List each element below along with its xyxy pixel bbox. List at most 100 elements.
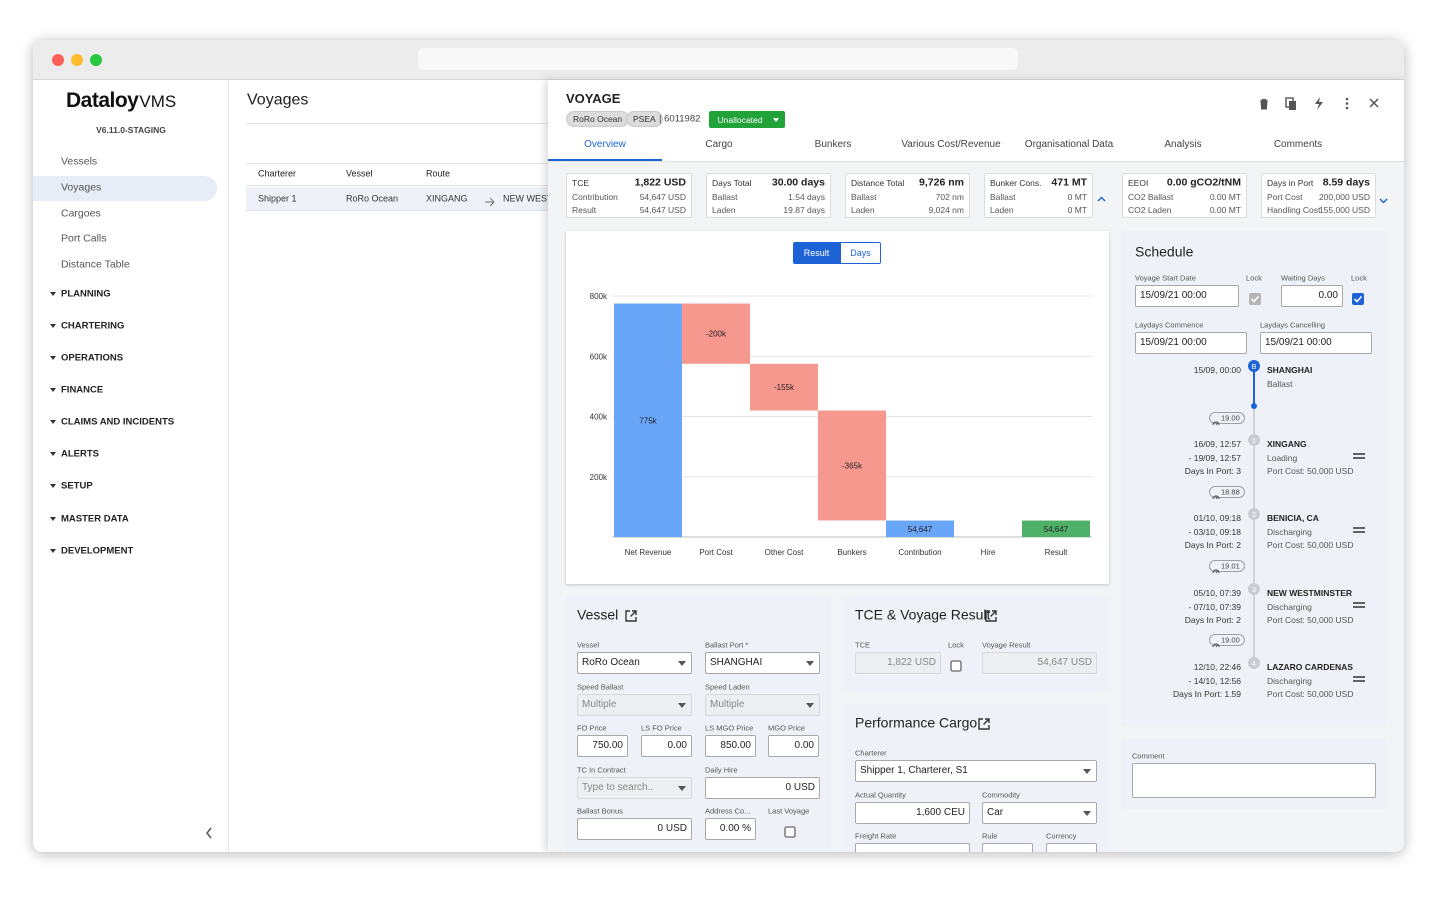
collapse-button[interactable] xyxy=(205,826,213,839)
drag-handle-svg xyxy=(1353,527,1365,533)
speed-icon-svg xyxy=(1212,569,1220,574)
drag-handle[interactable] xyxy=(1353,520,1365,533)
nav-item[interactable]: Cargoes xyxy=(61,207,101,220)
input[interactable] xyxy=(1135,332,1247,354)
stop-port: XINGANG xyxy=(1267,438,1307,449)
input[interactable] xyxy=(982,802,1097,824)
collapse-kpis[interactable] xyxy=(1097,189,1106,202)
kpi-row-label: Handling Cost xyxy=(1267,204,1321,215)
drag-handle[interactable] xyxy=(1353,669,1365,682)
checkbox[interactable] xyxy=(784,825,796,838)
tab-border xyxy=(548,161,1404,162)
nav-section[interactable]: CHARTERING xyxy=(61,320,125,332)
input[interactable] xyxy=(768,735,819,757)
disabled-input[interactable] xyxy=(577,777,692,799)
nav-section[interactable]: FINANCE xyxy=(61,384,104,396)
stop-time: - 07/10, 07:39 xyxy=(1188,601,1241,612)
kpi-row-label: Result xyxy=(572,204,597,215)
tab[interactable]: Various Cost/Revenue xyxy=(901,139,1001,150)
input-value: 0.00 xyxy=(1318,290,1338,301)
input[interactable] xyxy=(855,802,970,824)
input[interactable] xyxy=(705,777,820,799)
table-row[interactable] xyxy=(246,187,548,211)
checkbox[interactable] xyxy=(1352,292,1364,305)
input[interactable] xyxy=(705,818,756,840)
input[interactable] xyxy=(705,652,820,674)
checkbox-svg xyxy=(1249,293,1261,305)
value-label: -155k xyxy=(774,383,795,392)
disabled-input[interactable] xyxy=(855,652,941,674)
tab[interactable]: Overview xyxy=(584,139,626,150)
input[interactable] xyxy=(855,843,970,852)
speed-icon xyxy=(1212,488,1220,500)
caret xyxy=(1083,769,1091,774)
stop-detail: Discharging xyxy=(1267,526,1312,537)
open-link[interactable] xyxy=(978,717,990,730)
input[interactable] xyxy=(705,735,756,757)
checkbox[interactable] xyxy=(1249,292,1261,305)
input-value: 0 USD xyxy=(785,782,815,793)
input-value: 1,600 CEU xyxy=(916,807,965,818)
input-value: Car xyxy=(987,807,1004,818)
tab[interactable]: Organisational Data xyxy=(1024,139,1114,150)
stop-port: SHANGHAI xyxy=(1267,364,1313,375)
more-button[interactable] xyxy=(1341,97,1353,110)
delete-button[interactable] xyxy=(1258,97,1270,110)
drag-handle[interactable] xyxy=(1353,595,1365,608)
kpi-row-label: Laden xyxy=(851,204,875,215)
disabled-input[interactable] xyxy=(982,652,1097,674)
speed-icon xyxy=(1212,562,1220,574)
action-button[interactable] xyxy=(1313,97,1325,110)
input[interactable] xyxy=(1281,285,1343,307)
input[interactable] xyxy=(1260,332,1372,354)
tab[interactable]: Bunkers xyxy=(814,139,852,150)
input[interactable] xyxy=(577,735,628,757)
y-tick-label: 600k xyxy=(590,352,608,361)
disabled-input[interactable] xyxy=(705,694,820,716)
nav-section[interactable]: PLANNING xyxy=(61,288,111,300)
nav-section[interactable]: OPERATIONS xyxy=(61,352,124,364)
input-value: 1,822 USD xyxy=(887,657,936,668)
open-link[interactable] xyxy=(985,609,997,622)
disabled-input[interactable] xyxy=(577,694,692,716)
toggle-button[interactable]: Days xyxy=(840,242,881,264)
status-button[interactable]: Unallocated xyxy=(709,111,785,128)
close-button[interactable] xyxy=(1368,97,1380,110)
drag-handle-svg xyxy=(1353,602,1365,608)
stop-detail: Discharging xyxy=(1267,675,1312,686)
nav-section[interactable]: CLAIMS AND INCIDENTS xyxy=(61,416,175,428)
nav-section[interactable]: ALERTS xyxy=(61,448,99,460)
input[interactable] xyxy=(577,818,692,840)
tab[interactable]: Cargo xyxy=(705,139,733,150)
field-label: Ballast Bonus xyxy=(577,806,623,816)
open-link[interactable] xyxy=(625,609,637,622)
nav-section[interactable]: DEVELOPMENT xyxy=(61,545,134,557)
nav-item[interactable]: Distance Table xyxy=(61,258,130,271)
nav-item[interactable]: Voyages xyxy=(61,181,102,194)
input[interactable] xyxy=(855,760,1097,782)
waterfall-chart: 200k 400k 600k 800k 775k Net Revenue -200k Port… xyxy=(590,292,1092,557)
collapse-button-svg xyxy=(206,827,212,839)
kpi-row-label: Contribution xyxy=(572,191,618,202)
kpi-row-label: Ballast xyxy=(712,191,738,202)
input[interactable] xyxy=(982,843,1033,852)
nav-section[interactable]: SETUP xyxy=(61,480,93,492)
input[interactable] xyxy=(641,735,692,757)
copy-button[interactable] xyxy=(1285,97,1297,110)
expand-kpis[interactable] xyxy=(1379,191,1388,204)
tab[interactable]: Analysis xyxy=(1164,139,1202,150)
checkbox[interactable] xyxy=(950,659,962,672)
nav-item[interactable]: Vessels xyxy=(61,155,98,168)
comment-input[interactable] xyxy=(1132,763,1376,798)
input[interactable] xyxy=(1135,285,1239,307)
bar xyxy=(1022,520,1090,537)
nav-item[interactable]: Port Calls xyxy=(61,232,107,245)
input[interactable] xyxy=(577,652,692,674)
tab[interactable]: Comments xyxy=(1273,139,1323,150)
kpi-row-label: Port Cost xyxy=(1267,191,1303,202)
input[interactable] xyxy=(1046,843,1097,852)
toggle-button[interactable]: Result xyxy=(793,242,840,264)
drag-handle[interactable] xyxy=(1353,446,1365,459)
nav-section[interactable]: MASTER DATA xyxy=(61,513,129,525)
checkbox-svg xyxy=(950,660,962,672)
